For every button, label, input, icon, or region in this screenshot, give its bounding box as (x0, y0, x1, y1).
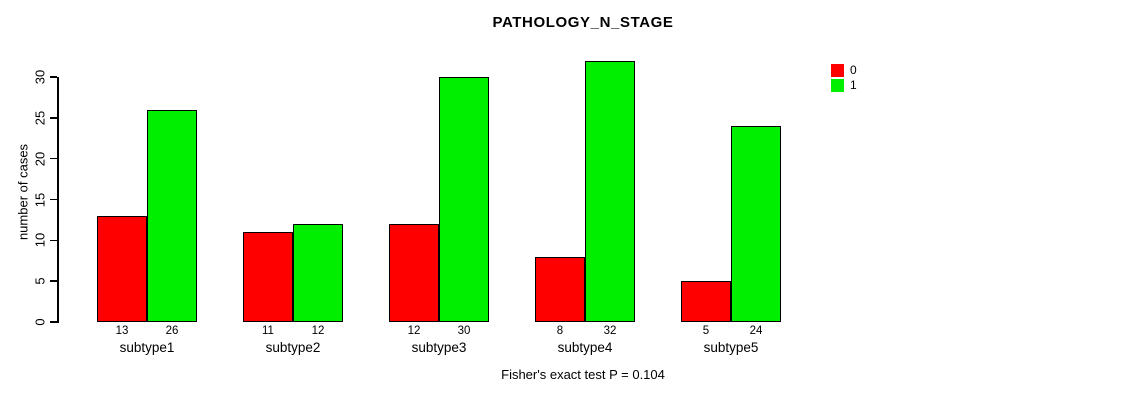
category-label: subtype2 (265, 340, 321, 355)
y-axis-line (57, 77, 59, 323)
bar-series-1 (293, 224, 343, 322)
bar-value-label: 11 (262, 325, 274, 337)
y-tick-label: 5 (32, 277, 48, 285)
y-tick-mark (50, 76, 57, 78)
bar-series-1 (147, 110, 197, 322)
legend-label: 0 (850, 63, 857, 77)
bar-value-label: 8 (556, 325, 564, 337)
bar-value-label: 12 (407, 325, 421, 337)
legend-label: 1 (850, 78, 857, 92)
bar-series-0 (243, 232, 293, 322)
bar-value-label: 32 (603, 325, 617, 337)
y-tick-mark (50, 117, 57, 119)
y-tick-mark (50, 280, 57, 282)
chart-title: PATHOLOGY_N_STAGE (492, 14, 674, 31)
bar-value-label: 13 (115, 325, 129, 337)
bar-series-0 (535, 257, 585, 322)
y-tick-label: 30 (32, 69, 48, 85)
bar-series-0 (97, 216, 147, 322)
bar-series-1 (731, 126, 781, 322)
bar-value-label: 12 (311, 325, 325, 337)
bar-value-label: 30 (457, 325, 471, 337)
legend: 0 1 (831, 63, 857, 93)
y-tick-label: 10 (32, 233, 48, 248)
bar-value-label: 26 (165, 325, 179, 337)
y-tick-mark (50, 239, 57, 242)
y-tick-mark (50, 321, 57, 323)
bar-series-0 (389, 224, 439, 322)
legend-entry-0: 0 (831, 63, 857, 78)
bar-series-0 (681, 281, 731, 322)
caption-fishers-test: Fisher's exact test P = 0.104 (501, 367, 665, 382)
bar-series-1 (585, 61, 635, 322)
legend-swatch-red (831, 64, 844, 77)
y-tick-label: 0 (32, 318, 48, 326)
category-label: subtype1 (119, 340, 175, 355)
category-label: subtype3 (411, 340, 467, 355)
legend-swatch-green (831, 79, 844, 92)
legend-entry-1: 1 (831, 78, 857, 93)
category-label: subtype4 (557, 340, 613, 355)
y-tick-mark (50, 198, 57, 201)
y-tick-label: 20 (32, 151, 48, 166)
y-tick-label: 15 (32, 192, 48, 207)
category-label: subtype5 (703, 340, 759, 355)
y-tick-mark (50, 157, 57, 160)
bar-series-1 (439, 77, 489, 322)
bar-value-label: 24 (749, 325, 763, 337)
bar-value-label: 5 (702, 325, 710, 337)
y-tick-label: 25 (32, 110, 48, 126)
y-axis-title: number of cases (15, 143, 31, 241)
